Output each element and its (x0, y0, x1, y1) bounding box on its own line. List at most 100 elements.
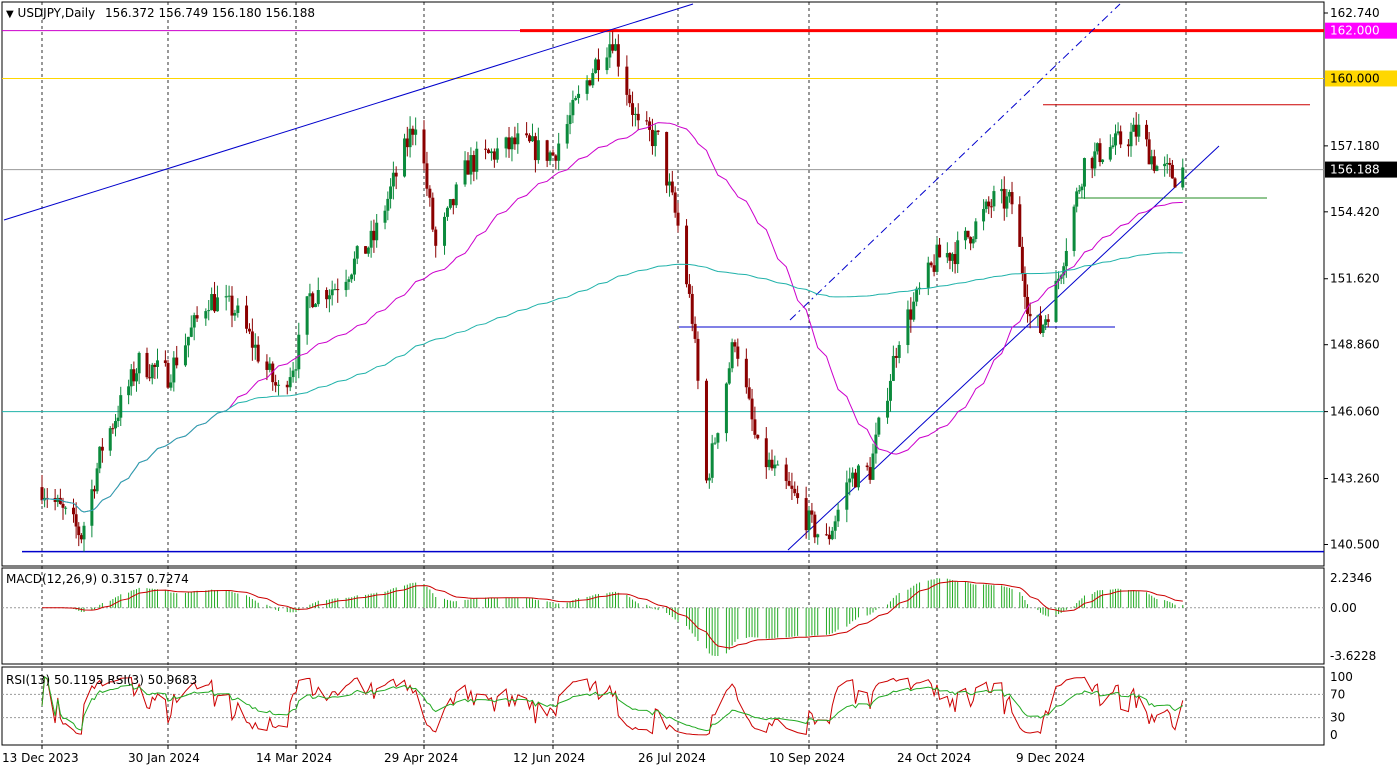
candle-body (810, 510, 814, 515)
candle-body (987, 201, 991, 207)
candle-body (352, 258, 356, 275)
candle-body (98, 446, 102, 469)
candle-body (74, 514, 78, 527)
candle-body (891, 355, 895, 381)
candle-body (571, 99, 575, 116)
candle-body (653, 130, 657, 147)
candle-body (466, 160, 470, 175)
candle-body (344, 281, 348, 291)
candle-body (536, 140, 540, 161)
candle-body (856, 465, 860, 488)
candle-body (554, 155, 558, 161)
date-label: 14 Mar 2024 (256, 751, 332, 765)
candle-body (308, 293, 312, 297)
candle-body (897, 345, 901, 358)
candle-body (1132, 124, 1136, 132)
price-tick-label: 143.260 (1330, 472, 1380, 486)
candle-body (894, 355, 898, 358)
candle-body (150, 364, 154, 379)
candle-body (256, 344, 260, 362)
candle-body (40, 487, 44, 501)
candle-body (333, 289, 337, 291)
candle-body (1020, 246, 1024, 274)
candle-body (588, 80, 592, 86)
candle-body (1170, 164, 1174, 179)
candle-body (153, 364, 157, 367)
candle-body (1028, 313, 1032, 317)
candle-body (271, 363, 275, 383)
candle-body (836, 509, 840, 522)
candle-body (736, 346, 740, 359)
candle-body (636, 113, 640, 121)
candle-body (631, 103, 635, 115)
candle-body (156, 360, 159, 367)
candle-body (865, 465, 869, 468)
price-tick-label: 151.620 (1330, 272, 1380, 286)
candle-body (210, 294, 214, 311)
candle-body (172, 357, 176, 383)
candle-body (909, 309, 913, 320)
candle-body (1005, 196, 1009, 209)
date-label: 24 Oct 2024 (897, 751, 971, 765)
rsi-axis-label: 0 (1330, 728, 1338, 742)
candle-body (355, 246, 359, 259)
candle-body (974, 221, 978, 240)
candle-body (776, 464, 780, 466)
candle-body (824, 534, 828, 536)
candle-body (431, 197, 435, 230)
candle-body (938, 244, 942, 258)
candle-body (145, 352, 149, 378)
candle-body (1072, 206, 1076, 251)
candle-body (305, 296, 309, 335)
price-tick-label: 148.860 (1330, 338, 1380, 352)
candle-body (224, 296, 228, 298)
candle-body (469, 155, 473, 175)
macd-axis-label: 0.00 (1330, 601, 1357, 615)
macd-title: MACD(12,26,9) 0.3157 0.7274 (6, 572, 189, 586)
candle-body (1000, 188, 1004, 192)
candle-body (64, 507, 68, 509)
macd-axis-label: 2.2346 (1330, 571, 1372, 585)
candle-body (403, 138, 407, 177)
candle-body (1168, 162, 1172, 165)
candle-body (294, 369, 298, 371)
trendline-upper (3, 3, 694, 221)
candle-body (793, 488, 797, 494)
candle-body (1126, 144, 1130, 147)
candle-body (625, 66, 629, 95)
candle-body (504, 137, 508, 149)
candle-body (58, 497, 62, 504)
candle-body (605, 57, 609, 71)
candle-body (391, 172, 395, 187)
candle-body (596, 59, 600, 71)
candle-body (750, 398, 754, 420)
candle-body (713, 442, 717, 444)
candle-body (434, 229, 438, 246)
candle-body (375, 222, 379, 241)
candle-body (693, 323, 697, 339)
candle-body (673, 192, 677, 213)
candle-body (633, 113, 637, 115)
price-tag-label: 160.000 (1330, 71, 1380, 85)
candle-body (163, 360, 167, 364)
candle-body (82, 525, 86, 540)
candle-body (868, 467, 872, 480)
candle-body (874, 434, 878, 454)
main-pane-frame (1, 1, 1325, 567)
candle-body (347, 279, 351, 282)
price-tag-bg (1325, 161, 1397, 178)
dropdown-triangle-icon[interactable]: ▼ (6, 9, 14, 20)
rsi13-line (41, 676, 1184, 732)
candle-body (1002, 188, 1006, 209)
candle-body (1044, 319, 1048, 325)
candle-body (676, 212, 680, 226)
candle-body (963, 230, 967, 241)
candle-body (111, 428, 115, 430)
candle-body (915, 288, 919, 302)
candle-body (574, 97, 578, 100)
candle-body (616, 44, 620, 67)
candle-body (166, 363, 170, 388)
rsi3-line (41, 675, 1184, 736)
